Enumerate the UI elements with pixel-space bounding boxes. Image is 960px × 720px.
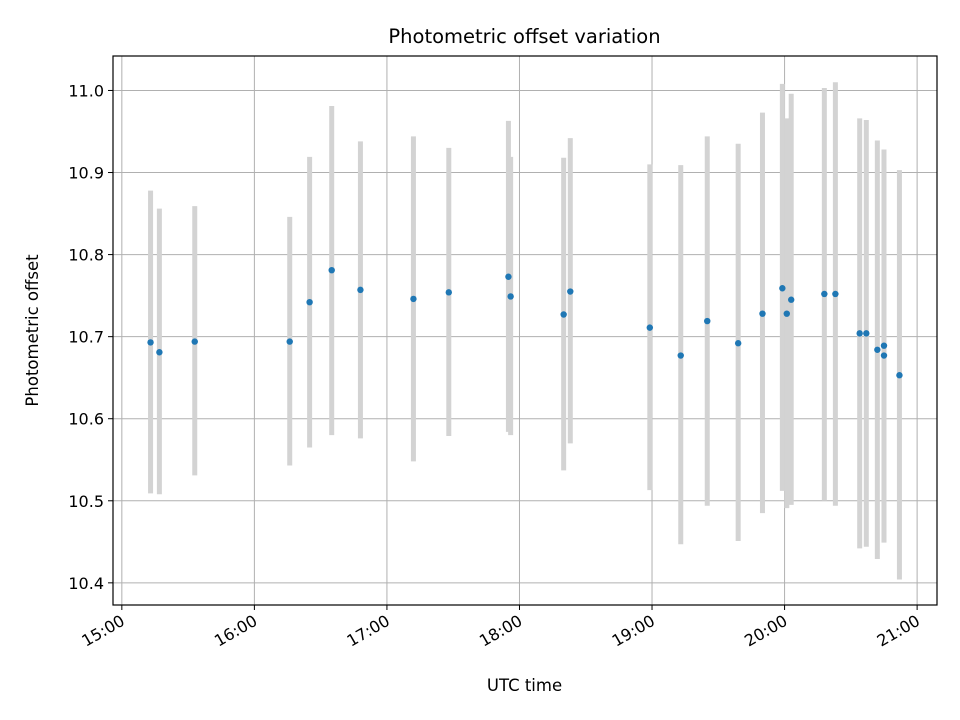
x-tick-label: 17:00 [343,611,392,651]
x-axis-label: UTC time [487,676,562,695]
data-point [880,352,888,359]
data-point [147,339,154,346]
y-axis-label: Photometric offset [23,254,42,407]
y-tick-label: 10.5 [68,492,104,511]
y-tick-label: 11.0 [68,81,104,100]
y-tick-label: 10.4 [68,574,104,593]
data-point [646,324,654,331]
data-point [787,296,795,303]
data-point [286,338,293,345]
data-point [856,330,863,337]
x-tick-label: 15:00 [78,611,127,651]
data-point [567,288,574,295]
data-points [147,266,903,379]
data-point [410,295,417,303]
data-point [507,293,514,300]
data-point [156,349,163,356]
grid [113,56,937,605]
chart-title: Photometric offset variation [388,25,660,48]
x-tick-label: 19:00 [609,611,658,651]
data-point [779,285,786,292]
y-tick-label: 10.6 [68,410,104,429]
y-axis: 10.4 10.5 10.6 10.7 10.8 10.9 11.0 [68,81,113,593]
data-point [445,289,452,296]
y-tick-label: 10.8 [68,246,104,265]
data-point [560,311,567,318]
data-point [357,286,364,294]
data-point [863,330,870,337]
data-point [821,290,828,298]
y-tick-label: 10.9 [68,164,104,183]
data-point [505,273,512,280]
data-point [783,310,790,317]
data-point [191,338,198,345]
x-tick-label: 16:00 [211,611,260,651]
data-point [896,372,903,379]
data-point [832,290,839,298]
data-point [677,352,684,359]
data-point [328,266,335,274]
data-point [880,342,888,349]
x-tick-label: 20:00 [741,611,790,651]
x-tick-label: 18:00 [476,611,525,651]
x-tick-label: 21:00 [874,611,923,651]
data-point [704,317,711,325]
data-point [874,346,881,353]
y-tick-label: 10.7 [68,328,104,347]
data-point [306,298,313,306]
plot-frame [112,55,938,606]
x-axis: 15:00 16:00 17:00 18:00 19:00 20:00 21:00 [78,605,923,651]
error-bars [148,82,902,580]
data-point [734,340,742,347]
data-point [759,310,766,317]
